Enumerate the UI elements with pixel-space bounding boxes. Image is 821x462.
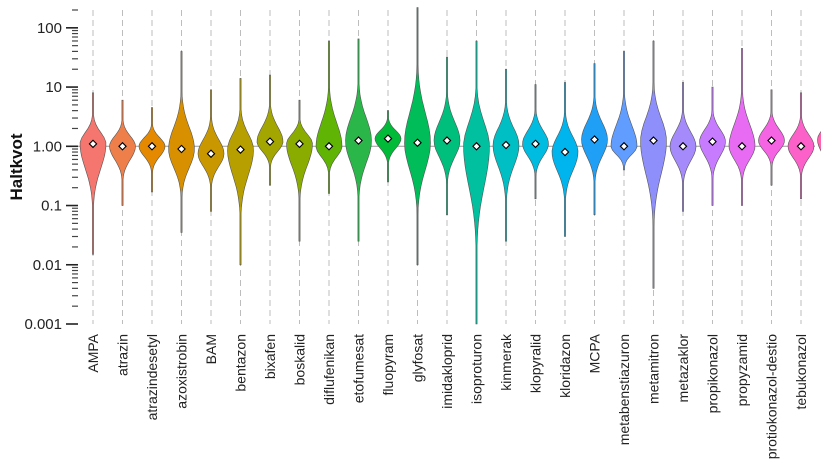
violin-bentazon <box>227 78 254 266</box>
violin-bixafen <box>256 74 284 186</box>
median-marker <box>678 141 688 151</box>
x-tick-label: bixafen <box>262 334 278 379</box>
x-tick-label: imidakloprid <box>439 334 455 409</box>
median-marker <box>442 136 452 145</box>
median-marker <box>501 140 511 150</box>
y-tick-label: 0.01 <box>33 257 62 274</box>
y-tick-label: 0.1 <box>41 198 62 215</box>
x-tick-label: kinmerak <box>498 333 514 391</box>
x-tick-label: tebukonazol <box>793 334 809 410</box>
median-marker <box>708 137 717 146</box>
violin-atrazin <box>109 99 136 206</box>
y-tick-label: 0.001 <box>24 316 62 333</box>
median-marker <box>796 141 806 151</box>
violins <box>79 7 821 325</box>
violin-azoxistrobin <box>168 51 195 233</box>
x-tick-label: fluopyram <box>380 334 396 395</box>
y-tick-label: 1.00 <box>33 138 62 155</box>
x-tick-label: metazaklor <box>675 334 691 403</box>
median-marker <box>413 138 422 148</box>
x-tick-label: atrazin <box>115 334 131 376</box>
x-tick-label: MCPA <box>587 333 603 373</box>
violin-terbutylazin <box>817 131 821 152</box>
x-tick-label: boskalid <box>292 334 308 385</box>
x-tick-label: metamitron <box>646 334 662 404</box>
violin-isoproturon <box>463 40 490 325</box>
median-marker <box>88 139 98 149</box>
median-marker <box>649 136 658 145</box>
median-marker <box>560 147 570 157</box>
violin-kinmerak <box>492 68 520 242</box>
x-tick-label: etofumesat <box>351 334 367 403</box>
median-marker <box>295 139 304 149</box>
median-marker <box>619 141 629 151</box>
median-marker <box>737 141 747 151</box>
x-tick-label: glyfosat <box>410 334 426 382</box>
x-axis-labels: AMPA atrazin atrazindesetyl azoxistrobin BAM… <box>85 333 809 460</box>
y-axis: 0.001 0.01 0.1 1.00 10 100 <box>24 9 78 333</box>
y-tick-label: 10 <box>45 79 62 96</box>
x-tick-label: diflufenikan <box>321 334 337 405</box>
y-tick-label: 100 <box>37 20 62 37</box>
x-tick-label: atrazindesetyl <box>144 334 160 420</box>
violin-glyfosat <box>404 7 431 266</box>
violin-propyzamid <box>728 48 756 206</box>
x-tick-label: azoxistrobin <box>174 334 190 409</box>
median-marker <box>531 139 540 149</box>
violin-metamitron <box>640 40 667 289</box>
violin-metabenstiazuron <box>610 51 638 171</box>
median-marker <box>236 145 245 154</box>
violin-diflufenikan <box>315 40 343 194</box>
x-tick-label: propikonazol <box>705 334 721 413</box>
median-marker <box>206 149 216 159</box>
violin-fluopyram <box>374 110 402 183</box>
median-marker <box>472 141 481 151</box>
median-marker <box>354 136 363 145</box>
violin-kloridazon <box>551 82 579 237</box>
violin-imidakloprid <box>433 56 461 215</box>
x-tick-label: propyzamid <box>734 334 750 406</box>
violin-boskalid <box>286 99 313 242</box>
violin-propikonazol <box>699 86 726 206</box>
x-tick-label: kloridazon <box>557 334 573 398</box>
x-tick-label: klopyralid <box>528 334 544 393</box>
x-tick-label: BAM <box>203 334 219 364</box>
median-marker <box>118 141 127 151</box>
x-tick-label: metabenstiazuron <box>616 334 632 445</box>
median-marker <box>383 134 393 143</box>
x-tick-label: AMPA <box>85 333 101 372</box>
median-marker <box>177 144 186 154</box>
median-marker <box>767 136 776 145</box>
violin-AMPA <box>79 92 107 255</box>
x-tick-label: isoproturon <box>469 334 485 404</box>
x-tick-label: bentazon <box>233 334 249 392</box>
y-axis-label: Haltkvot <box>7 133 26 200</box>
median-marker <box>265 137 275 146</box>
x-tick-label: protiokonazol-destio <box>764 334 780 460</box>
median-marker <box>590 135 599 144</box>
median-marker <box>147 141 157 151</box>
median-marker <box>324 141 334 151</box>
